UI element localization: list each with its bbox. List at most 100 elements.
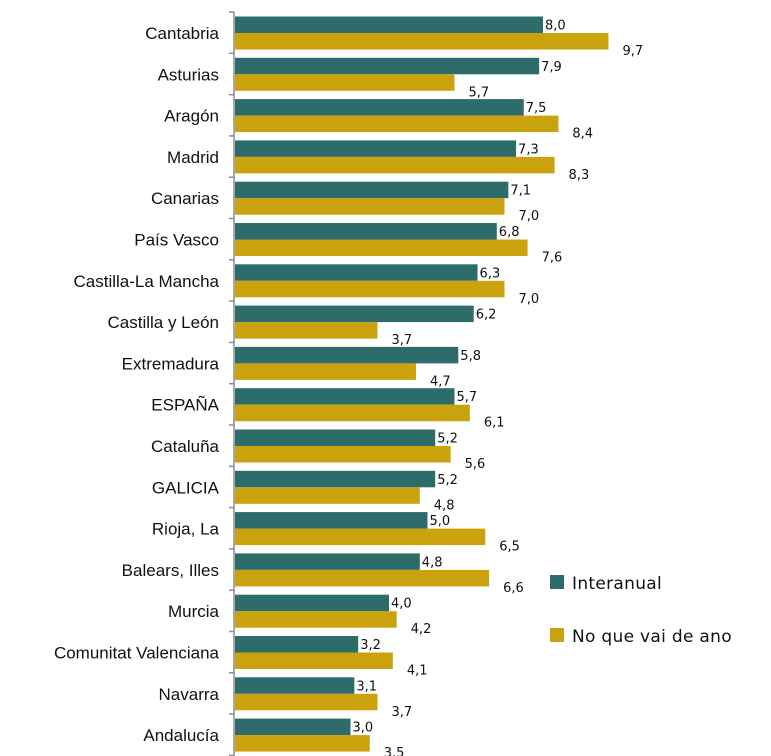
- bar-interanual: [235, 223, 497, 240]
- category-label: Cataluña: [151, 437, 220, 456]
- value-label-interanual: 3,1: [356, 679, 377, 694]
- bar-no-que-vai-de-ano: [235, 115, 559, 133]
- bar-interanual: [235, 677, 355, 694]
- value-label-interanual: 5,2: [437, 432, 458, 447]
- bar-no-que-vai-de-ano: [235, 569, 490, 587]
- bar-interanual: [235, 512, 428, 529]
- value-label-no-que-vai-de-ano: 8,3: [569, 168, 590, 183]
- bar-interanual: [235, 140, 517, 157]
- bar-interanual: [235, 57, 540, 75]
- value-label-interanual: 7,5: [526, 101, 547, 116]
- category-label: Extremadura: [122, 354, 220, 373]
- bar-no-que-vai-de-ano: [235, 74, 455, 91]
- bar-interanual: [235, 718, 351, 736]
- category-label: Navarra: [159, 685, 220, 704]
- category-labels: Cantabria Asturias Aragón Madrid Canarias Paí…: [54, 24, 220, 745]
- category-label: Castilla-La Mancha: [73, 272, 219, 291]
- category-label: País Vasco: [134, 231, 219, 250]
- value-label-no-que-vai-de-ano: 4,1: [407, 664, 428, 679]
- legend-label-no-que-vai-de-ano: No que vai de ano: [572, 627, 732, 647]
- category-label: Madrid: [167, 148, 219, 167]
- value-label-no-que-vai-de-ano: 6,1: [484, 416, 505, 431]
- value-label-interanual: 6,2: [476, 308, 497, 323]
- value-label-interanual: 7,1: [510, 184, 531, 199]
- category-label: Aragón: [164, 107, 219, 126]
- bar-interanual: [235, 264, 478, 281]
- value-label-no-que-vai-de-ano: 4,8: [434, 498, 455, 513]
- category-label: Canarias: [151, 189, 219, 208]
- bars: [235, 16, 609, 752]
- value-label-interanual: 6,3: [480, 266, 501, 281]
- value-label-interanual: 5,7: [456, 390, 477, 405]
- category-label: Murcia: [168, 602, 220, 621]
- value-label-interanual: 8,0: [545, 19, 566, 34]
- bar-no-que-vai-de-ano: [235, 198, 505, 215]
- value-label-interanual: 7,3: [518, 142, 539, 157]
- bar-no-que-vai-de-ano: [235, 156, 555, 174]
- value-label-no-que-vai-de-ano: 8,4: [572, 127, 593, 142]
- value-label-no-que-vai-de-ano: 7,0: [519, 292, 540, 307]
- value-label-no-que-vai-de-ano: 6,6: [503, 581, 524, 596]
- value-label-interanual: 4,8: [422, 555, 443, 570]
- bar-interanual: [235, 388, 455, 405]
- value-label-no-que-vai-de-ano: 9,7: [622, 44, 643, 59]
- bar-no-que-vai-de-ano: [235, 446, 451, 463]
- legend: Interanual No que vai de ano: [550, 574, 732, 647]
- value-labels: 8,09,77,95,77,58,47,38,37,17,06,87,66,37…: [353, 19, 644, 756]
- bar-interanual: [235, 346, 459, 364]
- bar-no-que-vai-de-ano: [235, 735, 370, 752]
- category-label: Andalucía: [143, 726, 219, 745]
- category-label: Cantabria: [145, 24, 219, 43]
- value-label-no-que-vai-de-ano: 3,5: [384, 746, 405, 756]
- bar-interanual: [235, 553, 420, 570]
- bar-interanual: [235, 16, 543, 33]
- bar-interanual: [235, 305, 474, 323]
- bar-no-que-vai-de-ano: [235, 487, 420, 504]
- bar-interanual: [235, 594, 389, 612]
- category-label: ESPAÑA: [151, 396, 219, 415]
- value-label-no-que-vai-de-ano: 7,0: [519, 209, 540, 224]
- category-label: Castilla y León: [107, 313, 219, 332]
- value-label-interanual: 3,2: [360, 638, 381, 653]
- category-axis-ticks: [229, 11, 234, 756]
- value-label-no-que-vai-de-ano: 7,6: [542, 251, 563, 266]
- category-label: Asturias: [158, 65, 219, 84]
- bar-no-que-vai-de-ano: [235, 33, 609, 50]
- value-label-interanual: 3,0: [353, 721, 374, 736]
- value-label-no-que-vai-de-ano: 6,5: [499, 540, 520, 555]
- legend-swatch-interanual: [550, 575, 564, 589]
- category-label: Balears, Illes: [122, 561, 219, 580]
- value-label-interanual: 4,0: [391, 597, 412, 612]
- category-label: Comunitat Valenciana: [54, 644, 220, 663]
- bar-no-que-vai-de-ano: [235, 693, 378, 711]
- value-label-no-que-vai-de-ano: 4,7: [430, 374, 451, 389]
- bar-interanual: [235, 470, 436, 488]
- category-label: Rioja, La: [152, 520, 220, 539]
- legend-label-interanual: Interanual: [572, 574, 662, 594]
- value-label-interanual: 5,2: [437, 473, 458, 488]
- bar-no-que-vai-de-ano: [235, 363, 416, 380]
- value-label-no-que-vai-de-ano: 3,7: [391, 705, 412, 720]
- category-label: GALICIA: [152, 478, 220, 497]
- value-label-no-que-vai-de-ano: 5,6: [465, 457, 486, 472]
- bar-interanual: [235, 181, 509, 199]
- bar-no-que-vai-de-ano: [235, 322, 378, 339]
- value-label-interanual: 6,8: [499, 225, 520, 240]
- value-label-interanual: 5,8: [460, 349, 481, 364]
- value-label-interanual: 7,9: [541, 60, 562, 75]
- bar-no-que-vai-de-ano: [235, 652, 393, 669]
- bar-interanual: [235, 429, 436, 446]
- bar-interanual: [235, 636, 359, 653]
- bar-no-que-vai-de-ano: [235, 528, 486, 546]
- value-label-no-que-vai-de-ano: 5,7: [468, 85, 489, 100]
- legend-swatch-no-que-vai-de-ano: [550, 628, 564, 642]
- bar-no-que-vai-de-ano: [235, 239, 528, 256]
- bar-interanual: [235, 99, 524, 116]
- value-label-no-que-vai-de-ano: 4,2: [411, 622, 432, 637]
- value-label-interanual: 5,0: [430, 514, 451, 529]
- bar-no-que-vai-de-ano: [235, 280, 505, 298]
- value-label-no-que-vai-de-ano: 3,7: [391, 333, 412, 348]
- bar-no-que-vai-de-ano: [235, 404, 470, 422]
- bar-no-que-vai-de-ano: [235, 611, 397, 628]
